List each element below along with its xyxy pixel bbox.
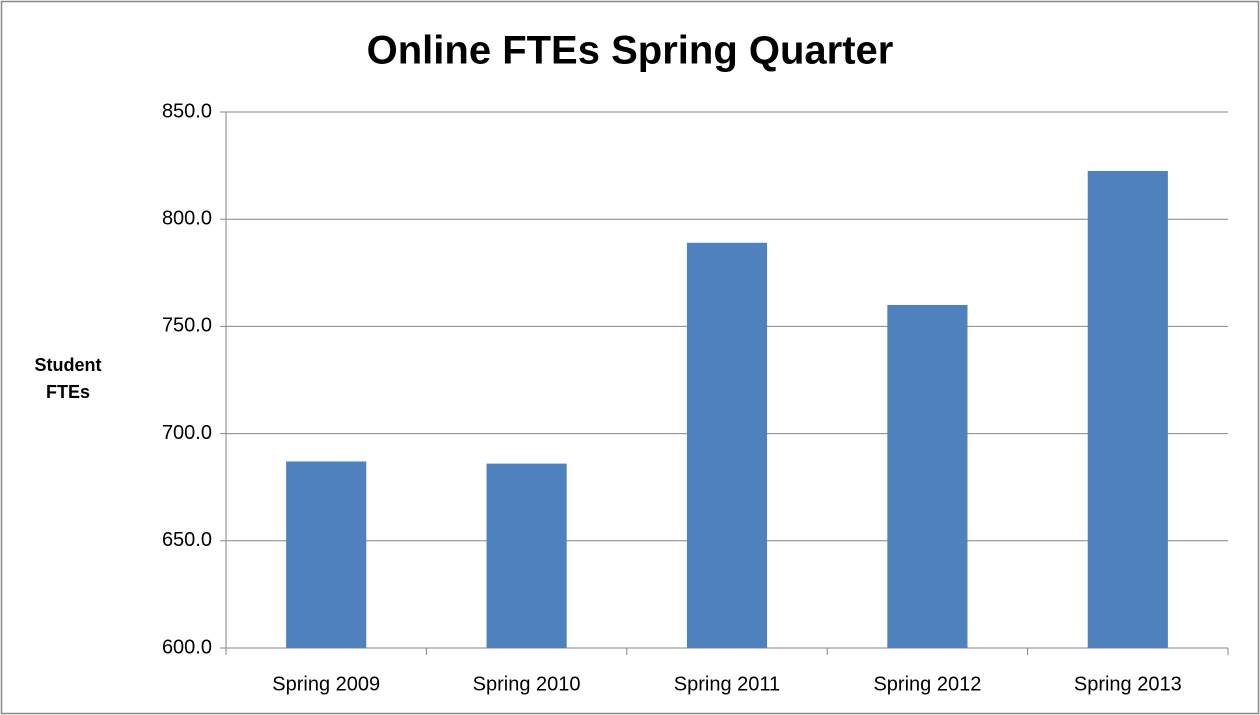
- x-tick-label: Spring 2012: [873, 673, 981, 695]
- y-tick-label: 600.0: [162, 636, 212, 658]
- chart-title: Online FTEs Spring Quarter: [367, 29, 894, 73]
- bar: [286, 461, 367, 648]
- bar: [686, 242, 768, 648]
- x-tick-label: Spring 2009: [272, 673, 380, 695]
- bar: [887, 304, 968, 648]
- y-tick-label: 750.0: [162, 315, 212, 337]
- y-tick-label: 650.0: [162, 529, 212, 551]
- bar: [486, 463, 567, 648]
- y-tick-label: 800.0: [162, 207, 212, 229]
- y-tick-label: 850.0: [162, 100, 212, 122]
- x-tick-label: Spring 2011: [674, 673, 780, 695]
- y-axis-label: Student FTEs: [34, 355, 102, 402]
- x-tick-label: Spring 2010: [473, 673, 581, 695]
- y-tick-label: 700.0: [162, 422, 212, 444]
- bar: [1087, 170, 1168, 648]
- x-tick-label: Spring 2013: [1074, 673, 1182, 695]
